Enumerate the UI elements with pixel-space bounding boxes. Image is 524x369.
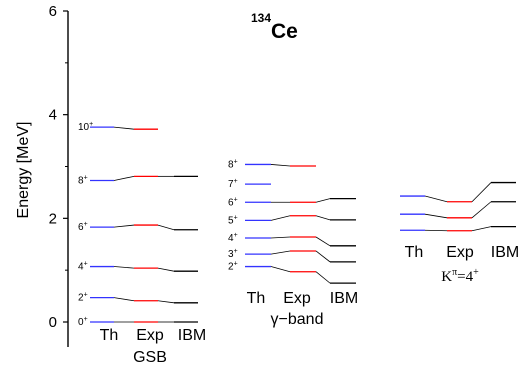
level-connector (157, 267, 175, 272)
level-connector (270, 215, 291, 221)
spin-value: 6 (228, 197, 234, 208)
level-connector (270, 266, 291, 273)
spin-label: 6+ (228, 196, 238, 208)
level-connector (315, 250, 331, 263)
level-connector (157, 224, 175, 231)
spin-label: 2+ (228, 261, 238, 273)
level-connector (113, 297, 135, 302)
spin-value: 10 (78, 122, 90, 133)
spin-parity: + (84, 174, 88, 181)
spin-parity: + (234, 196, 238, 203)
k-sup: π (452, 267, 457, 278)
spin-value: 0 (78, 317, 84, 328)
level-connector (471, 182, 492, 203)
column-label-exp: Exp (136, 327, 164, 344)
spin-label: 5+ (228, 214, 238, 226)
spin-value: 8 (78, 175, 84, 186)
spin-label: 6+ (78, 221, 88, 233)
level-connector (157, 300, 175, 304)
spin-value: 8 (228, 159, 234, 170)
spin-parity: + (234, 214, 238, 221)
spin-parity: + (234, 248, 238, 255)
spin-value: 4 (228, 233, 234, 244)
y-axis: 0 2 4 6 (49, 3, 69, 347)
level-connector (113, 266, 135, 269)
spin-value: 3 (228, 249, 234, 260)
level-connector (471, 226, 492, 232)
energy-levels (90, 126, 516, 323)
spin-parity: + (84, 261, 88, 268)
level-connector (113, 175, 135, 181)
spin-parity: + (84, 316, 88, 323)
level-connector (113, 224, 135, 228)
column-label-ibm: IBM (330, 290, 358, 307)
spin-label: 2+ (78, 292, 88, 304)
spin-value: 2 (228, 262, 234, 273)
y-tick-label: 2 (49, 210, 57, 227)
spin-label: 4+ (228, 232, 238, 244)
title-element: Ce (271, 20, 298, 43)
column-label-exp: Exp (446, 244, 474, 261)
column-label-th: Th (247, 290, 266, 307)
group-label: Kπ=4+ (441, 267, 479, 285)
group-label: GSB (133, 349, 167, 366)
spin-value: 6 (78, 222, 84, 233)
y-axis-label: Energy [MeV] (15, 122, 32, 219)
spin-label: 8+ (228, 158, 238, 170)
column-label-th: Th (405, 244, 424, 261)
y-tick-label: 4 (49, 107, 57, 124)
y-tick-label: 0 (49, 314, 57, 331)
spin-value: 7 (228, 179, 234, 190)
spin-parity: + (234, 178, 238, 185)
spin-parity: + (234, 158, 238, 165)
level-connector (315, 236, 331, 247)
spin-parity: + (234, 261, 238, 268)
spin-label: 0+ (78, 316, 88, 328)
level-connector (113, 126, 135, 130)
level-connector (424, 195, 448, 203)
level-connector (315, 198, 331, 203)
column-label-ibm: IBM (491, 244, 519, 261)
spin-label: 4+ (78, 261, 88, 273)
level-connector (471, 201, 492, 219)
level-connector (270, 164, 291, 167)
column-label-th: Th (100, 327, 119, 344)
spin-label: 10+ (78, 121, 93, 133)
spin-parity: + (84, 221, 88, 228)
spin-label: 3+ (228, 248, 238, 260)
spin-label: 8+ (78, 174, 88, 186)
spin-value: 2 (78, 293, 84, 304)
annotations: 0+2+4+6+8+10+Th Exp IBMGSB2+3+4+5+6+7+8+Th… (78, 121, 519, 366)
title-mass-number: 134 (251, 11, 271, 25)
spin-value: 4 (78, 262, 84, 273)
level-connector (315, 215, 331, 221)
level-connector (270, 236, 291, 239)
chart-title: 134 Ce (251, 11, 298, 43)
level-connector (315, 271, 331, 284)
spin-label: 7+ (228, 178, 238, 190)
spin-parity: + (84, 292, 88, 299)
spin-value: 5 (228, 215, 234, 226)
k-rest-sup: + (473, 267, 479, 278)
y-tick-label: 6 (49, 3, 57, 20)
k-rest: =4 (457, 269, 473, 285)
spin-parity: + (89, 121, 93, 128)
level-connector (424, 229, 448, 232)
level-connector (270, 250, 291, 255)
k-base: K (441, 269, 452, 285)
level-connector (424, 213, 448, 219)
column-label-ibm: IBM (178, 327, 206, 344)
column-label-exp: Exp (283, 290, 311, 307)
group-label: γ−band (271, 311, 324, 328)
spin-parity: + (234, 232, 238, 239)
